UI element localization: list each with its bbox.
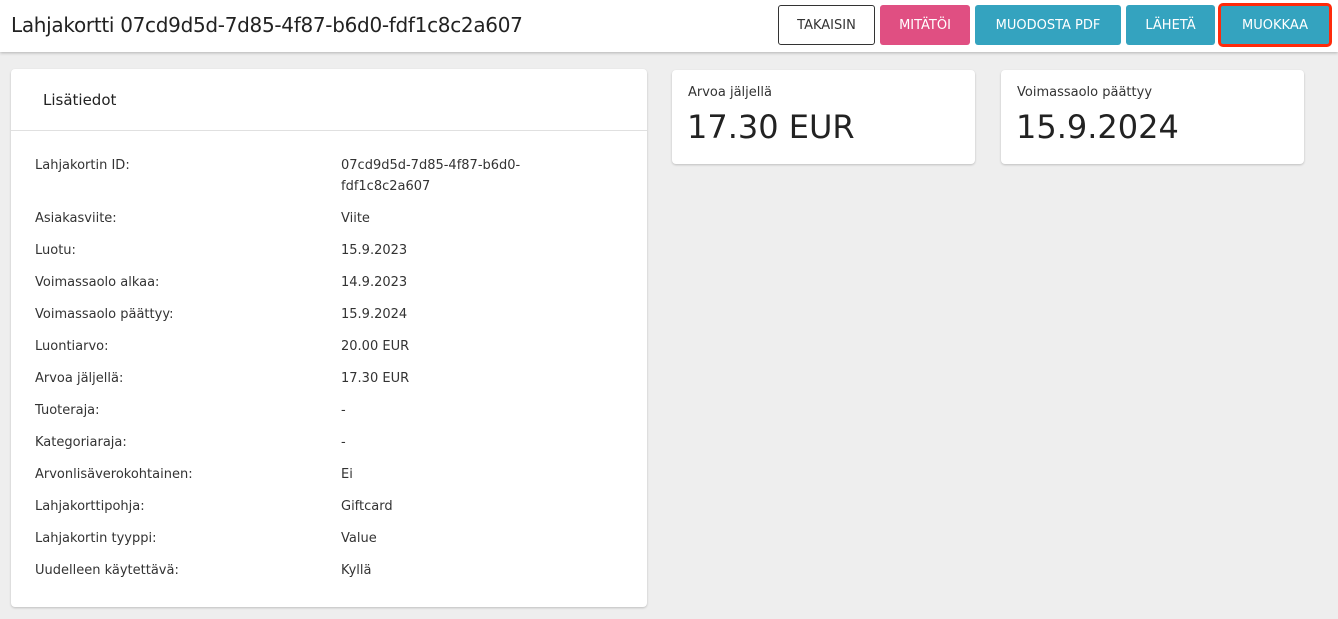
top-bar: Lahjakortti 07cd9d5d-7d85-4f87-b6d0-fdf1…	[0, 0, 1338, 52]
detail-row: Voimassaolo päättyy: 15.9.2024	[35, 304, 625, 325]
detail-value: Ei	[341, 467, 353, 482]
detail-row: Voimassaolo alkaa: 14.9.2023	[35, 272, 625, 293]
detail-value: 17.30 EUR	[341, 371, 410, 386]
detail-label: Arvoa jäljellä:	[35, 371, 124, 386]
detail-label: Voimassaolo päättyy:	[35, 307, 174, 322]
stat-value: 15.9.2024	[1016, 108, 1179, 146]
detail-value: 15.9.2023	[341, 243, 408, 258]
details-title: Lisätiedot	[43, 91, 117, 109]
back-button[interactable]: TAKAISIN	[778, 5, 875, 45]
detail-label: Voimassaolo alkaa:	[35, 275, 160, 290]
detail-row: Tuoteraja: -	[35, 400, 625, 421]
detail-row: Luotu: 15.9.2023	[35, 240, 625, 261]
detail-value: -	[341, 403, 346, 418]
detail-label: Tuoteraja:	[35, 403, 100, 418]
detail-row: Kategoriaraja: -	[35, 432, 625, 453]
detail-value: Kyllä	[341, 563, 372, 578]
detail-value: 07cd9d5d-7d85-4f87-b6d0-fdf1c8c2a607	[341, 158, 521, 194]
detail-value: 14.9.2023	[341, 275, 408, 290]
generate-pdf-button[interactable]: MUODOSTA PDF	[975, 5, 1121, 45]
detail-value: Viite	[341, 211, 370, 226]
detail-label: Uudelleen käytettävä:	[35, 563, 179, 578]
stat-label: Arvoa jäljellä	[688, 85, 772, 100]
detail-value: Value	[341, 531, 377, 546]
page-title: Lahjakortti 07cd9d5d-7d85-4f87-b6d0-fdf1…	[11, 13, 523, 37]
detail-row: Uudelleen käytettävä: Kyllä	[35, 560, 625, 581]
detail-value: -	[341, 435, 346, 450]
detail-row: Lahjakortin tyyppi: Value	[35, 528, 625, 549]
detail-row: Luontiarvo: 20.00 EUR	[35, 336, 625, 357]
divider	[11, 130, 647, 131]
detail-row: Arvonlisäverokohtainen: Ei	[35, 464, 625, 485]
detail-label: Luotu:	[35, 243, 76, 258]
detail-row: Asiakasviite: Viite	[35, 208, 625, 229]
detail-value: 20.00 EUR	[341, 339, 410, 354]
details-card: Lisätiedot Lahjakortin ID: 07cd9d5d-7d85-…	[11, 69, 647, 607]
detail-label: Lahjakorttipohja:	[35, 499, 145, 514]
expiry-card: Voimassaolo päättyy 15.9.2024	[1001, 70, 1304, 164]
edit-button[interactable]: MUOKKAA	[1218, 3, 1332, 47]
remaining-value-card: Arvoa jäljellä 17.30 EUR	[672, 70, 975, 164]
detail-row: Arvoa jäljellä: 17.30 EUR	[35, 368, 625, 389]
detail-label: Asiakasviite:	[35, 211, 117, 226]
send-button[interactable]: LÄHETÄ	[1126, 5, 1215, 45]
detail-label: Kategoriaraja:	[35, 435, 127, 450]
detail-row: Lahjakortin ID: 07cd9d5d-7d85-4f87-b6d0-f…	[35, 155, 625, 197]
stat-label: Voimassaolo päättyy	[1017, 85, 1153, 100]
detail-value: Giftcard	[341, 499, 393, 514]
detail-label: Luontiarvo:	[35, 339, 109, 354]
detail-value: 15.9.2024	[341, 307, 408, 322]
cancel-giftcard-button[interactable]: MITÄTÖI	[880, 5, 970, 45]
stat-value: 17.30 EUR	[687, 108, 855, 146]
detail-label: Lahjakortin ID:	[35, 158, 130, 173]
detail-label: Lahjakortin tyyppi:	[35, 531, 157, 546]
detail-row: Lahjakorttipohja: Giftcard	[35, 496, 625, 517]
detail-label: Arvonlisäverokohtainen:	[35, 467, 193, 482]
